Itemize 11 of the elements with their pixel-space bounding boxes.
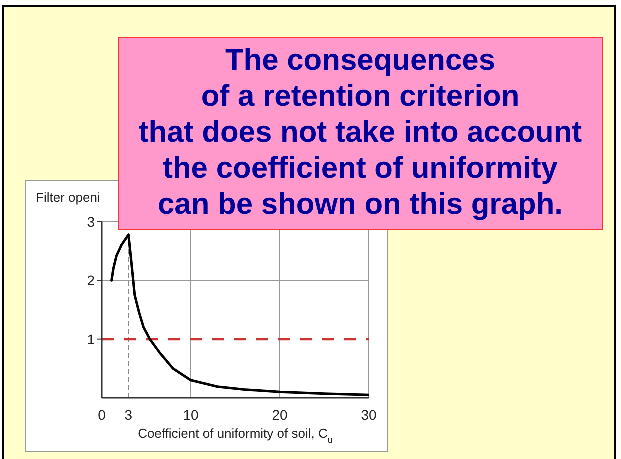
x-tick-label: 3 (124, 406, 133, 423)
y-axis-title: Filter openi (36, 190, 100, 205)
line-series (110, 234, 369, 396)
y-tick-label: 2 (87, 272, 96, 289)
x-tick-label: 30 (361, 406, 377, 423)
y-tick-label: 1 (87, 331, 96, 348)
x-axis-title: Coefficient of uniformity of soil, C$_{u}$ (138, 426, 333, 445)
x-tick-label: 10 (183, 406, 199, 423)
x-tick-label: 20 (272, 406, 288, 423)
y-tick-label: 3 (87, 214, 96, 230)
x-tick-label: 0 (98, 406, 106, 423)
